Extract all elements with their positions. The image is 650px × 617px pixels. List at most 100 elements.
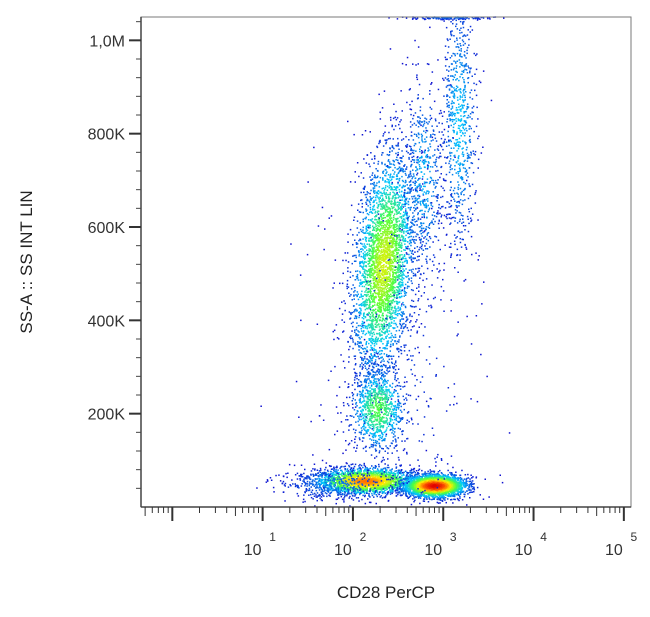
event-dot (398, 355, 400, 358)
event-dot (365, 375, 367, 377)
event-dot (372, 340, 375, 343)
event-dot (382, 224, 385, 227)
event-dot (396, 228, 398, 230)
event-dot (361, 274, 363, 277)
event-dot (405, 316, 408, 319)
event-dot (374, 279, 376, 281)
event-dot (404, 305, 407, 308)
event-dot (360, 415, 362, 417)
event-dot (373, 246, 375, 249)
event-dot (394, 271, 396, 274)
event-dot (356, 275, 359, 278)
event-dot (397, 306, 400, 308)
event-dot (359, 342, 362, 344)
event-dot (388, 295, 391, 298)
event-dot (372, 190, 375, 192)
event-dot (380, 386, 382, 388)
event-dot (384, 163, 386, 166)
event-dot (384, 463, 386, 465)
event-dot (386, 166, 389, 168)
event-dot (409, 228, 411, 230)
event-dot (371, 178, 374, 180)
event-dot (371, 235, 373, 237)
event-dot (379, 139, 381, 142)
event-dot (386, 401, 388, 403)
event-dot (393, 291, 395, 294)
event-dot (390, 406, 393, 408)
event-dot (360, 282, 362, 284)
event-dot (375, 254, 377, 256)
event-dot (374, 190, 376, 192)
event-dot (390, 245, 392, 247)
event-dot (388, 280, 390, 282)
event-dot (359, 401, 361, 404)
event-dot (371, 423, 374, 425)
event-dot (392, 405, 395, 407)
event-dot (371, 354, 373, 357)
event-dot (398, 289, 400, 291)
event-dot (372, 225, 374, 227)
event-dot (387, 232, 389, 235)
event-dot (400, 157, 403, 160)
event-dot (374, 355, 376, 357)
event-dot (396, 296, 398, 299)
event-dot (393, 215, 395, 217)
event-dot (359, 248, 362, 250)
event-dot (370, 244, 373, 247)
event-dot (414, 242, 416, 244)
event-dot (363, 350, 365, 353)
event-dot (378, 186, 381, 188)
event-dot (379, 111, 381, 113)
event-dot (375, 266, 377, 269)
event-dot (368, 373, 370, 375)
event-dot (381, 314, 383, 317)
event-dot (378, 386, 380, 388)
event-dot (370, 369, 373, 371)
event-dot (397, 137, 399, 140)
event-dot (374, 436, 376, 438)
event-dot (373, 199, 375, 202)
event-dot (346, 287, 348, 290)
event-dot (409, 180, 412, 183)
event-dot (392, 146, 394, 149)
event-dot (350, 322, 353, 325)
event-dot (374, 374, 376, 376)
event-dot (405, 397, 407, 399)
event-dot (364, 269, 366, 271)
event-dot (367, 323, 370, 326)
event-dot (356, 333, 358, 336)
event-dot (412, 201, 414, 204)
event-dot (379, 296, 382, 298)
event-dot (359, 312, 361, 315)
event-dot (384, 266, 387, 268)
event-dot (387, 309, 389, 312)
event-dot (375, 365, 378, 367)
event-dot (378, 350, 381, 352)
event-dot (363, 375, 365, 377)
event-dot (372, 338, 374, 341)
event-dot (381, 204, 383, 206)
event-dot (379, 434, 381, 437)
event-dot (409, 108, 411, 110)
event-dot (311, 489, 314, 491)
event-dot (387, 174, 390, 176)
event-dot (379, 304, 381, 306)
event-dot (366, 270, 369, 273)
event-dot (369, 361, 371, 363)
event-dot (411, 315, 413, 318)
event-dot (386, 340, 388, 343)
event-dot (419, 185, 421, 187)
event-dot (395, 408, 397, 410)
event-dot (410, 175, 412, 177)
event-dot (388, 241, 391, 244)
event-dot (372, 416, 375, 418)
event-dot (367, 430, 369, 432)
event-dot (372, 286, 375, 288)
event-dot (383, 360, 385, 362)
event-dot (380, 406, 383, 408)
event-dot (400, 242, 403, 244)
event-dot (388, 198, 390, 201)
event-dot (358, 239, 360, 242)
event-dot (369, 208, 372, 211)
event-dot (389, 176, 391, 179)
